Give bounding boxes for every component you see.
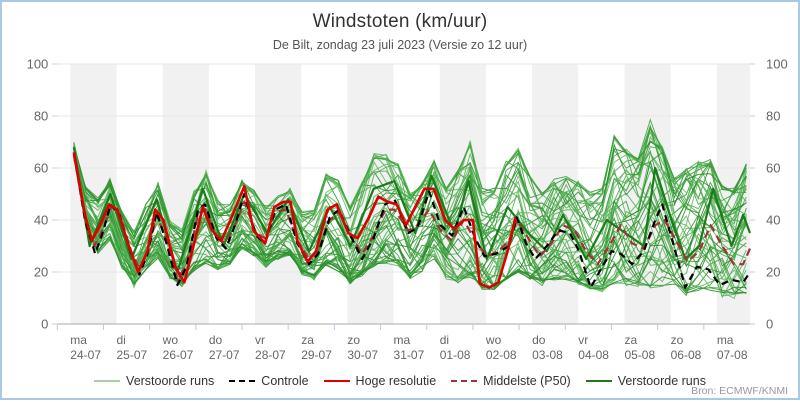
day-tick-label: ma [394, 333, 411, 347]
y-axis-label-right: 0 [766, 317, 773, 332]
legend-item-controle[interactable]: Controle [229, 374, 309, 388]
date-tick-label: 28-07 [255, 348, 286, 362]
legend-item-verstoorde-runs-dark[interactable]: Verstoorde runs [585, 374, 706, 388]
day-tick-label: di [116, 333, 125, 347]
legend-item-hoge-resolutie[interactable]: Hoge resolutie [323, 374, 437, 388]
chart-legend: Verstoorde runs Controle Hoge resolutie Mid… [2, 374, 798, 388]
y-axis-label-left: 20 [34, 265, 48, 280]
ensemble-member-line [73, 126, 747, 286]
legend-swatch-hoge-resolutie [323, 380, 350, 382]
date-tick-label: 07-08 [717, 348, 748, 362]
ensemble-member-line [73, 142, 747, 291]
y-axis-label-left: 40 [34, 213, 48, 228]
ensemble-member-line [73, 150, 747, 290]
day-tick-label: ma [717, 333, 734, 347]
day-tick-label: di [440, 333, 449, 347]
legend-swatch-middelste-p50 [451, 380, 478, 382]
chart-subtitle: De Bilt, zondag 23 juli 2023 (Versie zo … [272, 38, 528, 52]
day-tick-label: ma [70, 333, 87, 347]
perturbed-highlight-line [72, 147, 752, 274]
date-tick-label: 29-07 [301, 348, 332, 362]
date-tick-label: 30-07 [347, 348, 378, 362]
date-tick-label: 06-08 [671, 348, 702, 362]
median-p50-line [72, 154, 752, 281]
day-tick-label: za [624, 333, 637, 347]
legend-swatch-verstoorde-runs-dark [585, 380, 612, 382]
day-tick-label: do [209, 333, 223, 347]
y-axis-label-right: 80 [766, 109, 780, 124]
legend-item-middelste-p50[interactable]: Middelste (P50) [451, 374, 571, 388]
ensemble-member-line [73, 144, 747, 294]
legend-label: Hoge resolutie [355, 374, 437, 388]
legend-item-verstoorde-runs-light[interactable]: Verstoorde runs [94, 374, 214, 388]
date-tick-label: 27-07 [209, 348, 240, 362]
day-band [255, 64, 302, 324]
y-axis-label-left: 60 [34, 161, 48, 176]
day-tick-label: wo [485, 333, 502, 347]
y-axis-label-left: 100 [27, 57, 49, 72]
ensemble-member-line [73, 118, 747, 234]
legend-label: Verstoorde runs [617, 374, 706, 388]
source-credit: Bron: ECMWF/KNMI [691, 385, 788, 397]
date-tick-label: 01-08 [440, 348, 471, 362]
y-axis-label-right: 20 [766, 265, 780, 280]
legend-swatch-verstoorde-runs-light [94, 380, 121, 382]
day-tick-label: vr [255, 333, 265, 347]
y-axis-label-left: 0 [41, 317, 48, 332]
legend-swatch-controle [229, 380, 256, 382]
day-tick-label: zo [347, 333, 360, 347]
day-tick-label: zo [671, 333, 684, 347]
legend-label: Verstoorde runs [126, 374, 215, 388]
legend-label: Controle [261, 374, 309, 388]
day-tick-label: za [301, 333, 314, 347]
day-tick-label: wo [162, 333, 179, 347]
date-tick-label: 31-07 [394, 348, 425, 362]
date-tick-label: 03-08 [532, 348, 563, 362]
hires-line [72, 152, 517, 289]
date-tick-label: 05-08 [624, 348, 655, 362]
page-title: Windstoten (km/uur) [312, 11, 488, 32]
date-tick-label: 25-07 [116, 348, 147, 362]
y-axis-label-right: 40 [766, 213, 780, 228]
date-tick-label: 26-07 [163, 348, 194, 362]
date-tick-label: 04-08 [578, 348, 609, 362]
ensemble-member-line [73, 149, 747, 291]
y-axis-label-right: 60 [766, 161, 780, 176]
date-tick-label: 24-07 [70, 348, 101, 362]
chart-header: Windstoten (km/uur) De Bilt, zondag 23 j… [2, 2, 798, 52]
day-tick-label: vr [578, 333, 588, 347]
date-tick-label: 02-08 [486, 348, 517, 362]
y-axis-label-right: 100 [766, 57, 788, 72]
day-tick-label: do [532, 333, 546, 347]
legend-label: Middelste (P50) [483, 374, 571, 388]
y-axis-label-left: 80 [34, 109, 48, 124]
